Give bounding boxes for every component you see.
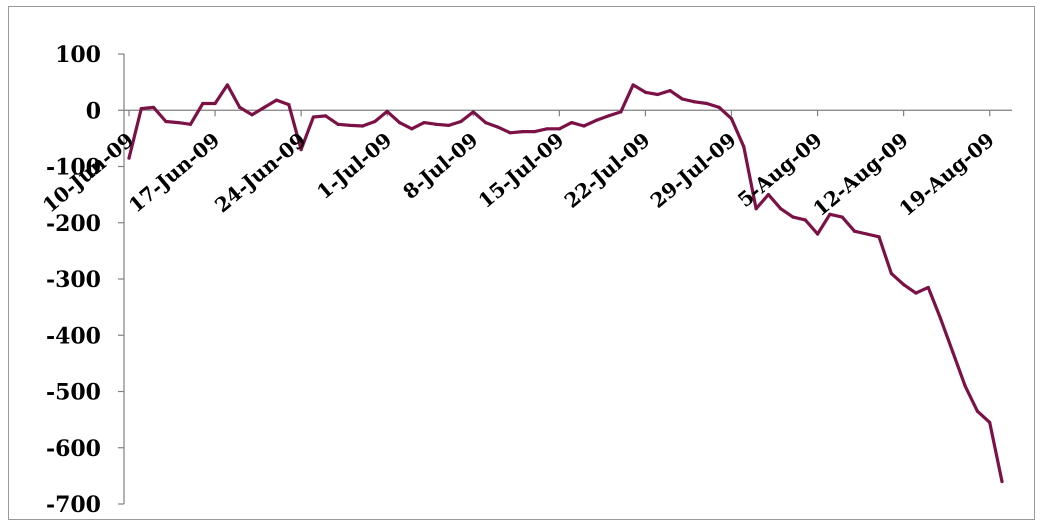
data-point xyxy=(533,130,537,134)
axes xyxy=(118,53,1012,505)
data-point xyxy=(766,193,770,197)
data-point xyxy=(545,127,549,131)
data-point xyxy=(397,121,402,125)
data-point xyxy=(201,101,205,106)
data-point xyxy=(459,119,463,124)
y-tick-label: -100 xyxy=(46,155,101,181)
data-point xyxy=(656,92,660,97)
data-point xyxy=(348,123,352,128)
x-tick-label: 17-Jun-09 xyxy=(124,128,224,218)
data-point xyxy=(508,131,512,135)
data-point xyxy=(127,156,131,160)
data-point xyxy=(815,232,820,236)
chart-frame: 100 0 -100 -200 -300 -400 -500 -600 -700 10-Jun-… xyxy=(8,6,1035,520)
data-point xyxy=(410,127,414,131)
data-point xyxy=(693,100,697,104)
y-tick-label: 100 xyxy=(55,42,101,68)
data-point xyxy=(938,316,943,320)
data-point xyxy=(975,409,980,413)
y-tick-label: -700 xyxy=(46,492,101,518)
data-point xyxy=(840,215,844,219)
data-point xyxy=(643,90,648,94)
data-point xyxy=(324,114,328,118)
data-point xyxy=(754,207,758,211)
data-point xyxy=(963,384,967,388)
y-tick-label: -400 xyxy=(46,323,101,349)
y-tick-labels: 100 0 -100 -200 -300 -400 -500 -600 -700 xyxy=(46,42,101,518)
data-point xyxy=(139,106,143,111)
data-point xyxy=(262,105,266,110)
data-point xyxy=(877,235,881,239)
data-point xyxy=(471,110,475,114)
data-point xyxy=(151,105,156,110)
x-tick-label: 1-Jul-09 xyxy=(312,128,396,204)
x-tick-label: 15-Jul-09 xyxy=(474,128,569,213)
x-tick-label: 19-Aug-09 xyxy=(894,128,999,221)
data-point xyxy=(717,105,721,110)
data-point xyxy=(988,420,992,425)
data-point xyxy=(447,123,451,128)
data-point xyxy=(742,145,746,149)
data-point xyxy=(865,232,869,236)
data-point xyxy=(496,125,500,129)
data-point xyxy=(606,114,611,118)
data-point xyxy=(299,148,303,152)
data-point xyxy=(336,122,340,126)
data-point xyxy=(951,350,955,354)
data-point xyxy=(520,130,525,134)
data-point xyxy=(828,212,832,216)
data-point xyxy=(385,109,389,113)
data-point xyxy=(619,110,623,114)
data-point xyxy=(1000,479,1004,484)
data-point xyxy=(582,124,586,128)
data-point xyxy=(225,83,229,87)
data-point xyxy=(188,122,193,126)
data-point xyxy=(213,101,217,106)
data-point xyxy=(680,97,684,101)
data-point xyxy=(889,271,893,275)
data-point xyxy=(422,121,426,125)
x-tick-label: 24-Jun-09 xyxy=(210,128,310,218)
y-tick-label: -200 xyxy=(46,211,101,237)
data-point xyxy=(434,122,438,126)
y-tick-label: -300 xyxy=(46,267,101,293)
data-point xyxy=(631,83,635,87)
data-point xyxy=(361,124,365,128)
data-point xyxy=(287,103,291,107)
data-point xyxy=(176,121,180,125)
data-point xyxy=(852,229,857,233)
data-point xyxy=(779,207,783,211)
data-point xyxy=(483,121,488,125)
data-point xyxy=(705,101,709,106)
data-point xyxy=(250,113,254,117)
data-point xyxy=(594,118,598,122)
data-point xyxy=(803,218,807,222)
data-point xyxy=(570,121,574,125)
y-tick-label: 0 xyxy=(86,98,101,124)
series-line xyxy=(127,83,1004,484)
data-point xyxy=(926,285,930,290)
x-tick-label: 8-Jul-09 xyxy=(398,128,482,204)
data-point xyxy=(791,215,795,219)
y-tick-label: -600 xyxy=(46,436,101,462)
line-chart: 100 0 -100 -200 -300 -400 -500 -600 -700 10-Jun-… xyxy=(38,42,1012,518)
series-layer xyxy=(127,83,1004,484)
data-point xyxy=(238,105,242,110)
data-point xyxy=(274,98,279,102)
data-point xyxy=(668,88,672,93)
y-tick-label: -500 xyxy=(46,380,101,406)
data-point xyxy=(902,283,906,287)
data-point xyxy=(373,119,377,124)
data-point xyxy=(311,115,316,119)
data-point xyxy=(914,291,918,295)
data-point xyxy=(164,119,168,124)
data-point xyxy=(729,117,734,121)
data-point xyxy=(557,127,561,131)
x-tick-label: 22-Jul-09 xyxy=(560,128,655,213)
x-tick-label: 29-Jul-09 xyxy=(646,128,741,213)
